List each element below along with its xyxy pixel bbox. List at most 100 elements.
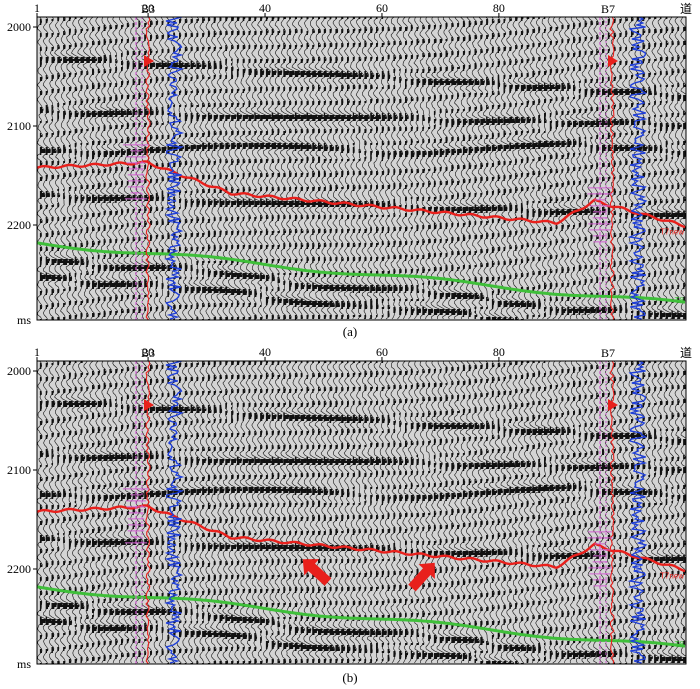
trace-wiggle [65,17,76,320]
trace-fill [202,17,208,320]
trace-fill [173,21,180,320]
trace-fill [74,17,82,319]
trace-fill [300,361,308,663]
trace-fill [370,17,376,319]
trace-fill [538,361,545,661]
well-b7-logs [587,17,648,320]
trace-wiggle [593,361,603,664]
trace-fill [207,361,215,664]
horizon-green-line [37,585,686,648]
trace-fill [364,17,370,319]
trace-fill [277,361,284,663]
trace-wiggle [355,17,366,320]
trace-fill [109,25,116,315]
trace-wiggle [111,17,123,320]
trace-wiggle [71,17,82,320]
trace-wiggle [396,17,404,320]
trace-fill [602,21,608,313]
trace-fill [265,361,272,663]
x-tick-label: 1 [34,1,40,15]
trace-fill [584,365,591,659]
trace-wiggle [598,361,609,664]
trace-wiggle [396,361,404,664]
trace-wiggle [645,361,654,664]
trace-wiggle [384,361,393,664]
well-log-red [609,361,615,664]
trace-wiggle [581,17,592,320]
trace-wiggle [656,17,667,320]
trace-wiggle [378,361,388,664]
y-tick-label: 2200 [7,562,31,576]
horizon-green-label: T8 [675,296,685,305]
x-tick-label: 20 [142,345,154,359]
trace-fill [179,19,186,320]
trace-fill [254,17,260,320]
y-tick-label: 2200 [7,218,31,232]
trace-wiggle [373,361,382,664]
traces-group [37,17,686,320]
x-tick-label: 20 [142,1,154,15]
trace-wiggle [331,17,343,320]
trace-wiggle [129,361,140,664]
trace-wiggle [436,361,447,664]
trace-wiggle [105,361,117,664]
trace-wiggle [123,17,134,319]
trace-fill [659,17,666,319]
trace-wiggle [193,361,203,664]
trace-fill [607,363,614,664]
trace-wiggle [442,361,453,664]
trace-wiggle [355,361,366,664]
trace-wiggle [204,361,215,664]
trace-fill [196,363,202,664]
trace-wiggle [99,17,111,320]
section-frame [36,16,687,321]
y-axis-unit: ms [17,313,31,325]
trace-fill [207,17,215,320]
well-log-blue [627,361,648,664]
well-marker [144,55,154,67]
caption-b: (b) [342,670,358,685]
trace-fill [109,369,116,659]
trace-fill [283,17,290,320]
trace-fill [347,17,354,319]
trace-wiggle [482,17,493,320]
trace-fill [399,371,404,659]
trace-wiggle [117,361,128,663]
trace-fill [283,361,290,664]
trace-fill [51,363,59,664]
trace-fill [462,21,470,317]
trace-fill [573,367,580,659]
trace-wiggle [593,17,603,320]
trace-wiggle [494,17,504,320]
arrow-shape [302,559,332,586]
trace-fill [236,361,243,664]
y-tick-label: 2000 [7,364,31,378]
trace-fill [173,365,180,664]
horizon-red-line [37,160,686,229]
trace-fill [190,363,196,664]
trace-wiggle [430,17,441,320]
trace-fill [184,363,191,664]
x-tick-label: 40 [259,1,271,15]
trace-wiggle [627,361,638,663]
trace-wiggle [82,361,94,664]
trace-fill [387,371,393,661]
trace-fill [659,361,666,663]
trace-wiggle [262,17,273,320]
trace-wiggle [651,17,661,320]
trace-fill [544,361,551,661]
trace-wiggle [337,17,349,320]
trace-wiggle [558,361,569,664]
trace-wiggle [360,17,371,320]
trace-wiggle [621,361,632,664]
trace-wiggle [425,361,434,664]
trace-fill [607,19,614,320]
trace-wiggle [604,361,615,664]
trace-fill [335,17,343,319]
trace-wiggle [413,17,422,320]
trace-fill [648,361,654,663]
trace-fill [231,361,238,664]
trace-fill [300,17,308,319]
trace-fill [45,363,52,664]
trace-wiggle [65,361,76,664]
